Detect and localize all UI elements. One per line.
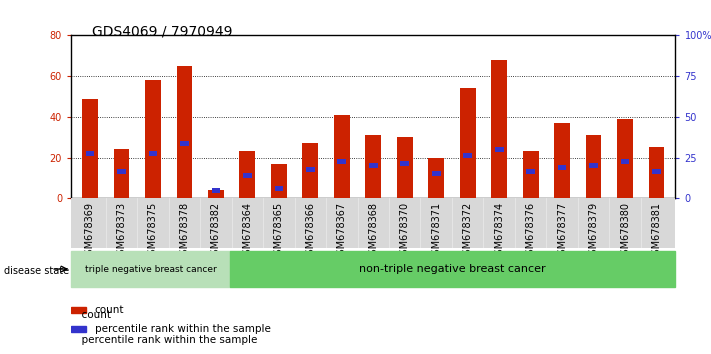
- Bar: [230, 251, 675, 287]
- Text: count: count: [75, 310, 111, 320]
- Text: disease state: disease state: [4, 266, 69, 276]
- Text: GSM678378: GSM678378: [179, 202, 189, 261]
- Bar: [400, 161, 409, 166]
- Bar: [71, 307, 86, 313]
- Text: non-triple negative breast cancer: non-triple negative breast cancer: [360, 264, 546, 274]
- Bar: [464, 153, 472, 158]
- Bar: [243, 173, 252, 178]
- Bar: [428, 158, 444, 198]
- Text: GSM678370: GSM678370: [400, 202, 410, 261]
- Bar: [460, 88, 476, 198]
- Text: GSM678373: GSM678373: [117, 202, 127, 261]
- Bar: [365, 135, 381, 198]
- Text: GSM678371: GSM678371: [432, 202, 442, 261]
- Bar: [302, 143, 319, 198]
- Text: count: count: [95, 305, 124, 315]
- Bar: [555, 123, 570, 198]
- Bar: [523, 152, 538, 198]
- Bar: [145, 80, 161, 198]
- Bar: [82, 98, 98, 198]
- Bar: [491, 60, 507, 198]
- Bar: [117, 169, 126, 174]
- Bar: [176, 66, 192, 198]
- Bar: [306, 167, 315, 172]
- Bar: [71, 326, 86, 332]
- Bar: [274, 185, 283, 190]
- Bar: [149, 151, 157, 156]
- Text: GSM678374: GSM678374: [494, 202, 504, 261]
- Bar: [621, 159, 629, 164]
- Bar: [369, 163, 378, 168]
- Bar: [240, 152, 255, 198]
- Bar: [589, 163, 598, 168]
- Bar: [495, 147, 503, 152]
- Text: GSM678380: GSM678380: [620, 202, 630, 261]
- Text: percentile rank within the sample: percentile rank within the sample: [75, 335, 257, 345]
- Bar: [648, 147, 665, 198]
- Text: GSM678376: GSM678376: [525, 202, 535, 261]
- Bar: [617, 119, 633, 198]
- Text: percentile rank within the sample: percentile rank within the sample: [95, 324, 270, 334]
- Bar: [71, 251, 230, 287]
- Bar: [586, 135, 602, 198]
- Text: GSM678379: GSM678379: [589, 202, 599, 261]
- Text: GSM678369: GSM678369: [85, 202, 95, 261]
- Bar: [432, 171, 441, 176]
- Text: GDS4069 / 7970949: GDS4069 / 7970949: [92, 25, 233, 39]
- Text: GSM678368: GSM678368: [368, 202, 378, 261]
- Text: GSM678364: GSM678364: [242, 202, 252, 261]
- Bar: [85, 151, 95, 156]
- Text: GSM678366: GSM678366: [305, 202, 315, 261]
- Bar: [114, 149, 129, 198]
- Bar: [271, 164, 287, 198]
- Bar: [212, 188, 220, 193]
- Bar: [526, 169, 535, 174]
- Text: GSM678382: GSM678382: [211, 202, 221, 261]
- Text: GSM678372: GSM678372: [463, 202, 473, 262]
- Bar: [338, 159, 346, 164]
- Bar: [334, 115, 350, 198]
- Text: GSM678367: GSM678367: [337, 202, 347, 261]
- Bar: [397, 137, 412, 198]
- Bar: [180, 141, 188, 146]
- Text: GSM678381: GSM678381: [651, 202, 661, 261]
- Bar: [558, 165, 567, 170]
- Text: GSM678365: GSM678365: [274, 202, 284, 261]
- Bar: [208, 190, 224, 198]
- Text: GSM678377: GSM678377: [557, 202, 567, 262]
- Text: triple negative breast cancer: triple negative breast cancer: [85, 264, 216, 274]
- Text: GSM678375: GSM678375: [148, 202, 158, 262]
- Bar: [652, 169, 661, 174]
